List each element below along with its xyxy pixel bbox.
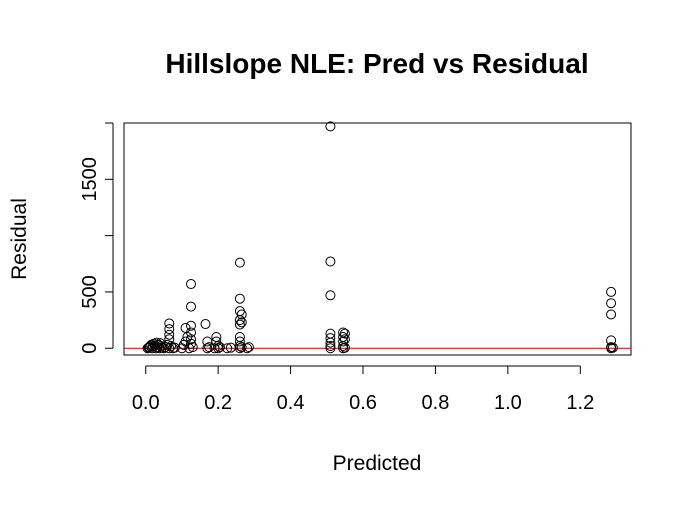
data-point xyxy=(164,318,175,329)
data-point xyxy=(325,121,336,132)
data-point xyxy=(234,315,245,326)
data-point xyxy=(211,336,222,347)
data-point xyxy=(185,334,196,345)
data-point xyxy=(214,342,225,353)
data-point xyxy=(606,335,617,346)
data-point xyxy=(234,336,245,347)
x-tick-label: 1.0 xyxy=(494,392,522,414)
data-point xyxy=(202,336,213,347)
x-tick-label: 1.2 xyxy=(566,392,594,414)
data-point xyxy=(236,342,247,353)
data-point xyxy=(339,334,350,345)
data-point xyxy=(339,342,350,353)
data-point xyxy=(339,328,350,339)
data-point xyxy=(222,343,233,354)
data-point xyxy=(243,342,254,353)
data-point xyxy=(164,334,175,345)
y-tick-label: 500 xyxy=(79,275,101,308)
data-point xyxy=(606,286,617,297)
data-point xyxy=(185,279,196,290)
x-tick-label: 0.8 xyxy=(422,392,450,414)
data-point xyxy=(607,342,618,353)
data-point xyxy=(202,343,213,354)
data-point xyxy=(325,333,336,344)
data-point xyxy=(338,340,349,351)
data-point xyxy=(242,343,253,354)
data-point xyxy=(200,319,211,330)
y-axis: 0 500 1500 xyxy=(79,122,114,354)
data-point xyxy=(185,320,196,331)
y-axis-label: Residual xyxy=(8,198,31,280)
data-point xyxy=(606,298,617,309)
plot-frame xyxy=(123,122,632,356)
x-tick-label: 0.2 xyxy=(204,392,232,414)
data-point xyxy=(236,309,247,320)
data-point xyxy=(234,293,245,304)
x-axis: 0.0 0.2 0.4 0.6 0.8 1.0 1.2 xyxy=(132,365,594,414)
data-point xyxy=(185,327,196,338)
data-point xyxy=(236,317,247,328)
data-point xyxy=(325,337,336,348)
data-point xyxy=(185,301,196,312)
x-tick-label: 0.6 xyxy=(349,392,377,414)
data-point xyxy=(338,336,349,347)
data-point xyxy=(325,290,336,301)
y-tick-label: 1500 xyxy=(79,157,101,202)
x-axis-label: Predicted xyxy=(333,452,422,475)
data-point xyxy=(325,343,336,354)
data-point xyxy=(164,324,175,335)
y-tick-label: 0 xyxy=(79,343,101,354)
data-point xyxy=(325,256,336,267)
data-point xyxy=(234,319,245,330)
data-point xyxy=(180,322,191,333)
data-point xyxy=(325,340,336,351)
x-tick-label: 0.0 xyxy=(132,392,160,414)
data-point xyxy=(234,257,245,268)
data-point xyxy=(164,329,175,340)
data-points xyxy=(142,121,618,354)
data-point xyxy=(606,309,617,320)
data-point xyxy=(187,342,198,353)
data-point xyxy=(169,342,180,353)
data-point xyxy=(213,340,224,351)
chart-title: Hillslope NLE: Pred vs Residual xyxy=(165,48,588,79)
x-tick-label: 0.4 xyxy=(277,392,305,414)
